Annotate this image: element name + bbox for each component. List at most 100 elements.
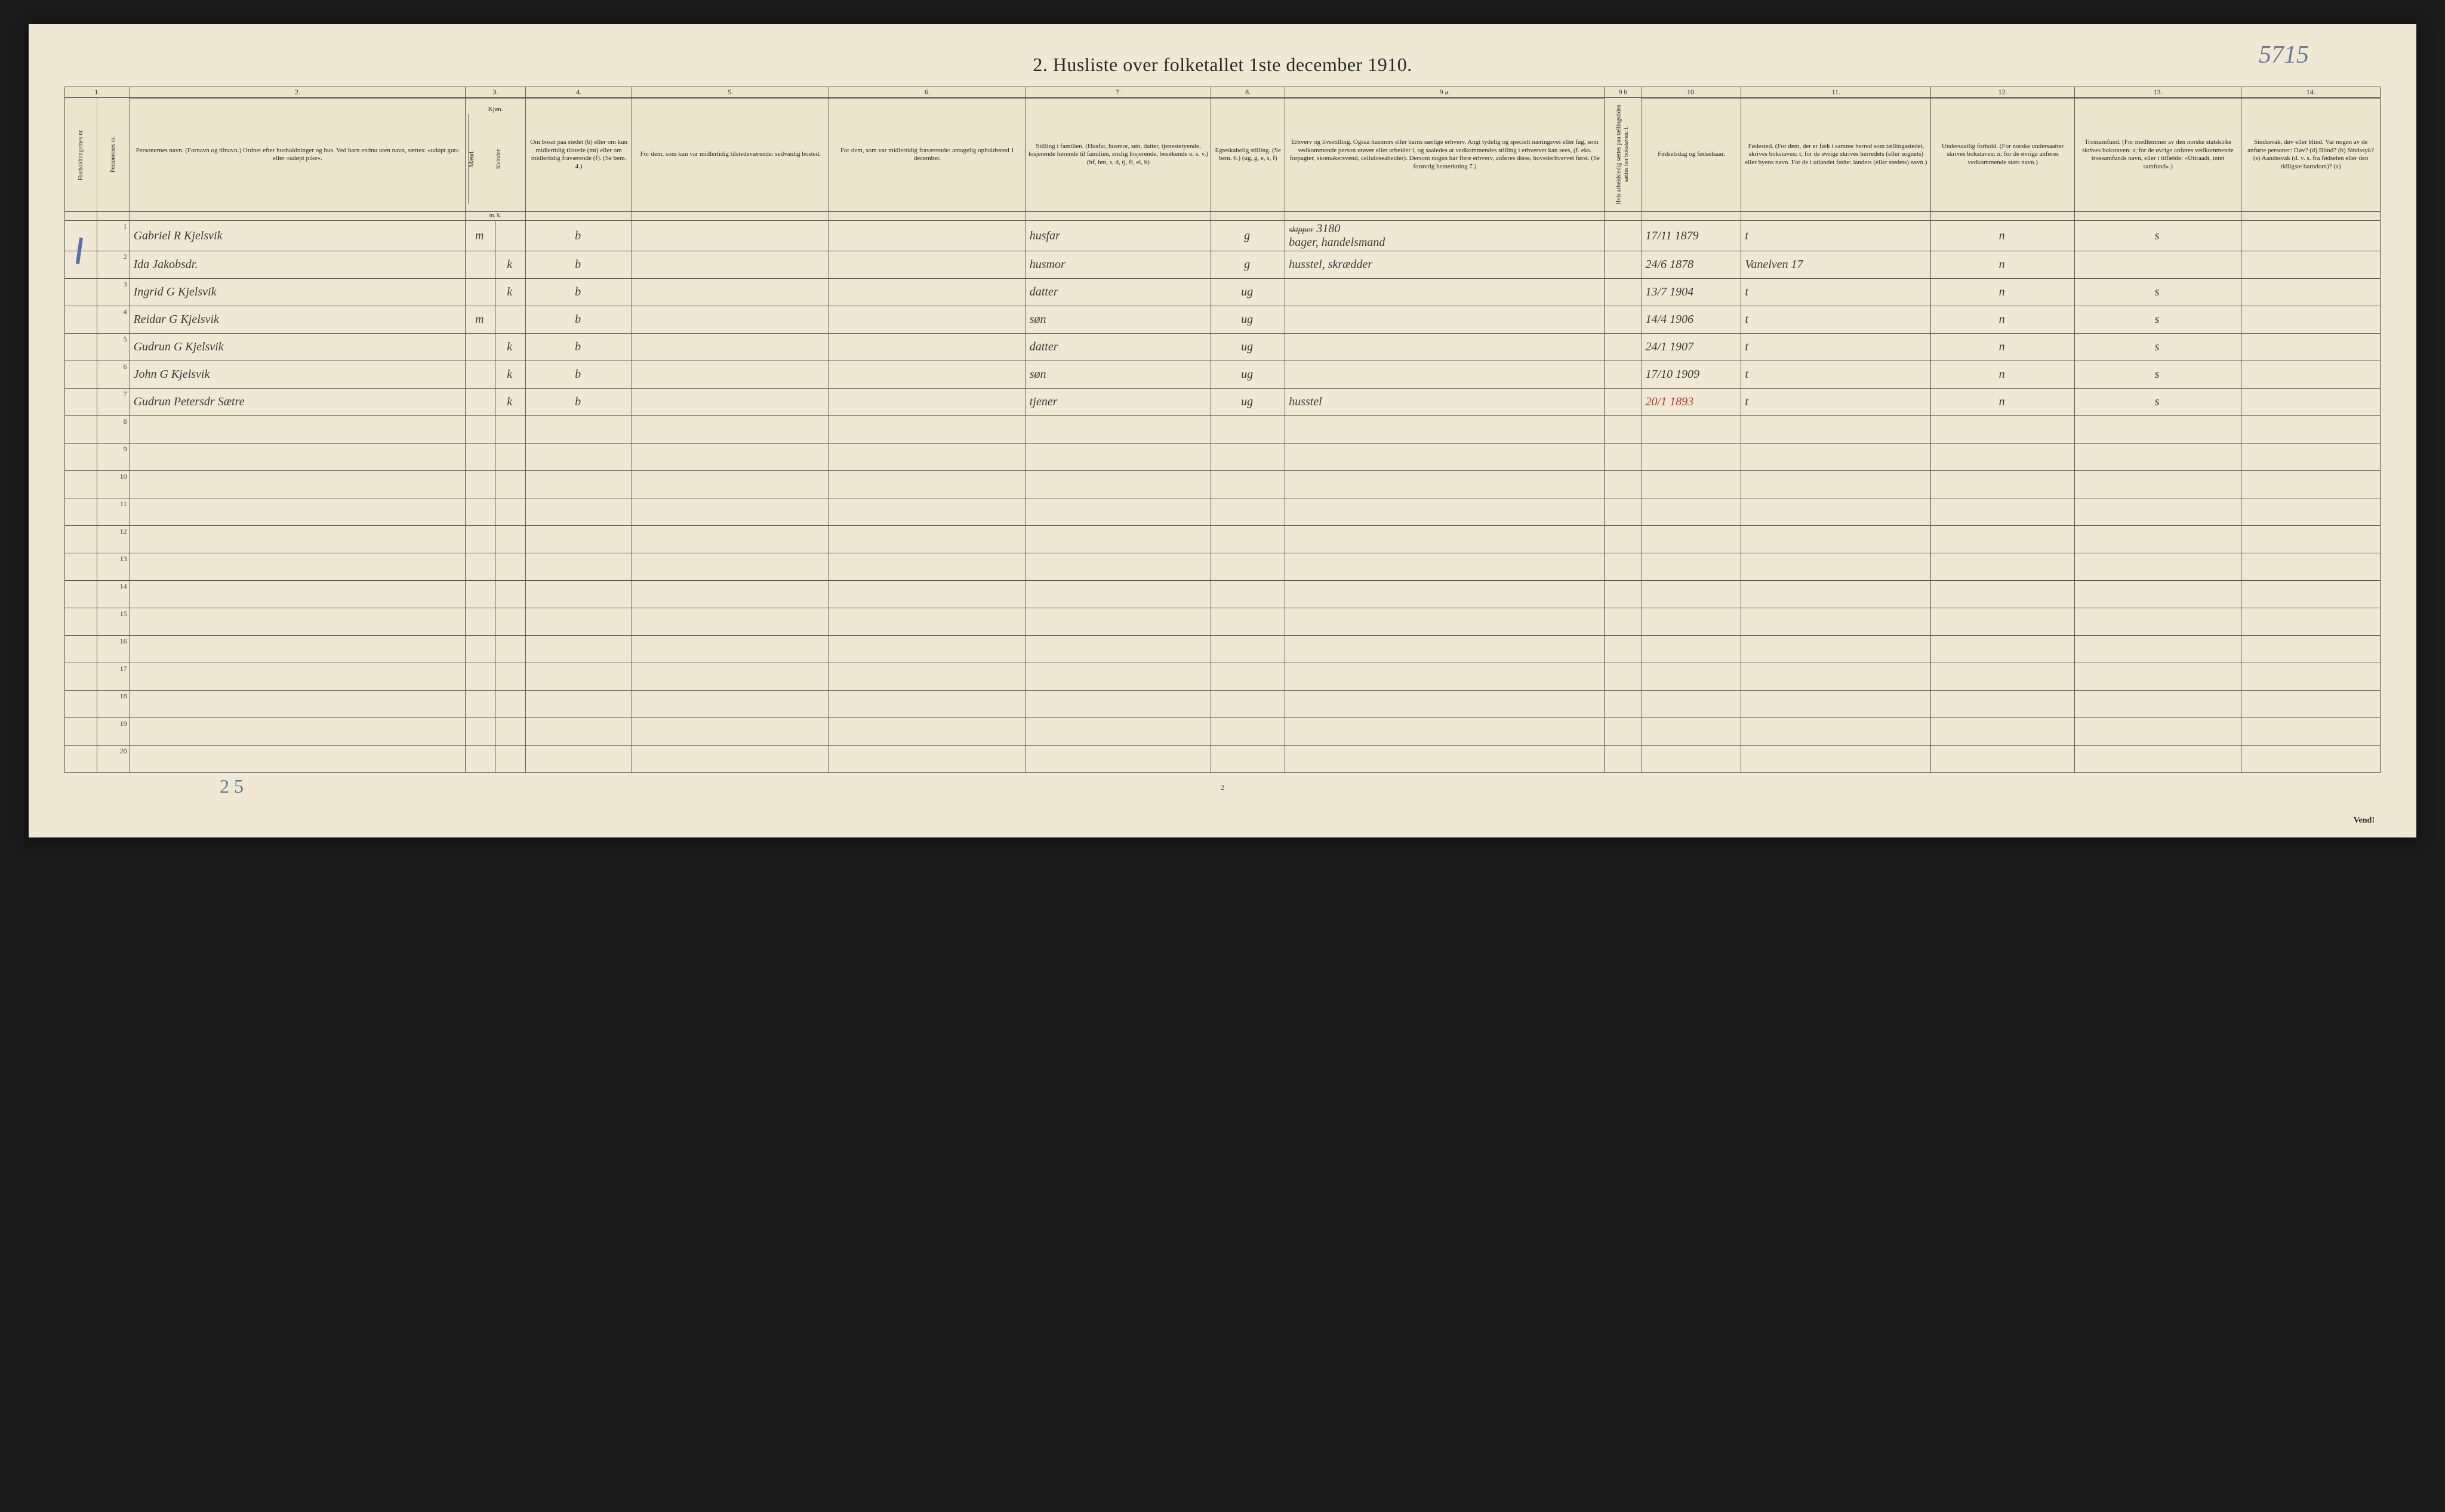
cell	[2074, 581, 2241, 608]
cell	[1605, 663, 1642, 691]
cell	[466, 691, 495, 718]
cell	[829, 251, 1026, 279]
cell	[1211, 444, 1285, 471]
cell: 12	[97, 526, 130, 553]
cell	[1741, 746, 1931, 773]
cell	[1605, 498, 1642, 526]
cell	[2074, 608, 2241, 636]
cell	[466, 361, 495, 389]
cell	[632, 553, 829, 581]
cell	[130, 581, 465, 608]
cell	[1741, 471, 1931, 498]
cell	[1741, 553, 1931, 581]
cell	[495, 221, 525, 251]
cell: n	[1931, 306, 2074, 334]
cell	[1931, 663, 2074, 691]
cell	[130, 553, 465, 581]
cell	[1741, 416, 1931, 444]
hdr-fodested: Fødested. (For dem, der er født i samme …	[1741, 98, 1931, 211]
cell	[829, 553, 1026, 581]
cell	[1605, 581, 1642, 608]
cell	[1605, 389, 1642, 416]
cell: søn	[1026, 361, 1211, 389]
cell	[1026, 746, 1211, 773]
column-number-row: 1. 2. 3. 4. 5. 6. 7. 8. 9 a. 9 b 10. 11.…	[65, 87, 2381, 98]
cell	[1642, 526, 1741, 553]
cell	[632, 691, 829, 718]
cell	[632, 608, 829, 636]
cell	[2241, 636, 2381, 663]
cell	[1211, 691, 1285, 718]
cell: Reidar G Kjelsvik	[130, 306, 465, 334]
cell	[466, 526, 495, 553]
cell	[829, 471, 1026, 498]
cell	[525, 471, 632, 498]
cell: Ingrid G Kjelsvik	[130, 279, 465, 306]
cell	[1285, 306, 1605, 334]
hdr-trossamfund: Trossamfund. (For medlemmer av den norsk…	[2074, 98, 2241, 211]
table-row: 14	[65, 581, 2381, 608]
hdr-bosat: Om bosat paa stedet (b) eller om kun mid…	[525, 98, 632, 211]
table-body: 1Gabriel R Kjelsvikmbhusfargskipper 3180…	[65, 221, 2381, 773]
cell	[1211, 553, 1285, 581]
cell	[65, 416, 97, 444]
cell	[1642, 636, 1741, 663]
cell: 24/6 1878	[1642, 251, 1741, 279]
cell	[2241, 471, 2381, 498]
cell	[1642, 553, 1741, 581]
cell: s	[2074, 334, 2241, 361]
census-table: 1. 2. 3. 4. 5. 6. 7. 8. 9 a. 9 b 10. 11.…	[64, 87, 2381, 773]
cell: ug	[1211, 361, 1285, 389]
cell: 13/7 1904	[1642, 279, 1741, 306]
cell	[495, 718, 525, 746]
cell: ug	[1211, 306, 1285, 334]
cell	[1642, 746, 1741, 773]
cell	[1642, 663, 1741, 691]
cell: 10	[97, 471, 130, 498]
cell	[466, 746, 495, 773]
cell	[65, 526, 97, 553]
cell	[1931, 746, 2074, 773]
cell	[1285, 334, 1605, 361]
cell	[2074, 718, 2241, 746]
cell	[632, 221, 829, 251]
cell	[1605, 636, 1642, 663]
cell	[130, 526, 465, 553]
cell	[632, 251, 829, 279]
cell	[632, 663, 829, 691]
cell: 7	[97, 389, 130, 416]
cell	[829, 498, 1026, 526]
table-row: 16	[65, 636, 2381, 663]
cell	[525, 553, 632, 581]
cell	[1026, 416, 1211, 444]
cell: n	[1931, 334, 2074, 361]
printed-page-number: 2	[64, 783, 2381, 792]
cell	[1026, 581, 1211, 608]
cell	[65, 361, 97, 389]
cell: Gudrun G Kjelsvik	[130, 334, 465, 361]
cell	[495, 608, 525, 636]
cell: 5	[97, 334, 130, 361]
cell	[466, 471, 495, 498]
cell	[2074, 663, 2241, 691]
cell	[1211, 581, 1285, 608]
cell: g	[1211, 251, 1285, 279]
cell	[829, 221, 1026, 251]
colnum-2: 2.	[130, 87, 465, 98]
hdr-kvinder: Kvinder.	[495, 114, 522, 204]
cell: 9	[97, 444, 130, 471]
cell	[65, 691, 97, 718]
cell: ug	[1211, 279, 1285, 306]
cell	[1026, 663, 1211, 691]
cell	[466, 581, 495, 608]
cell: b	[525, 361, 632, 389]
table-row: 15	[65, 608, 2381, 636]
cell: Ida Jakobsdr.	[130, 251, 465, 279]
colnum-14: 14.	[2241, 87, 2381, 98]
cell	[1285, 663, 1605, 691]
cell: n	[1931, 361, 2074, 389]
cell	[829, 526, 1026, 553]
table-row: 3Ingrid G Kjelsvikkbdatterug13/7 1904tns	[65, 279, 2381, 306]
cell: n	[1931, 221, 2074, 251]
cell	[525, 608, 632, 636]
